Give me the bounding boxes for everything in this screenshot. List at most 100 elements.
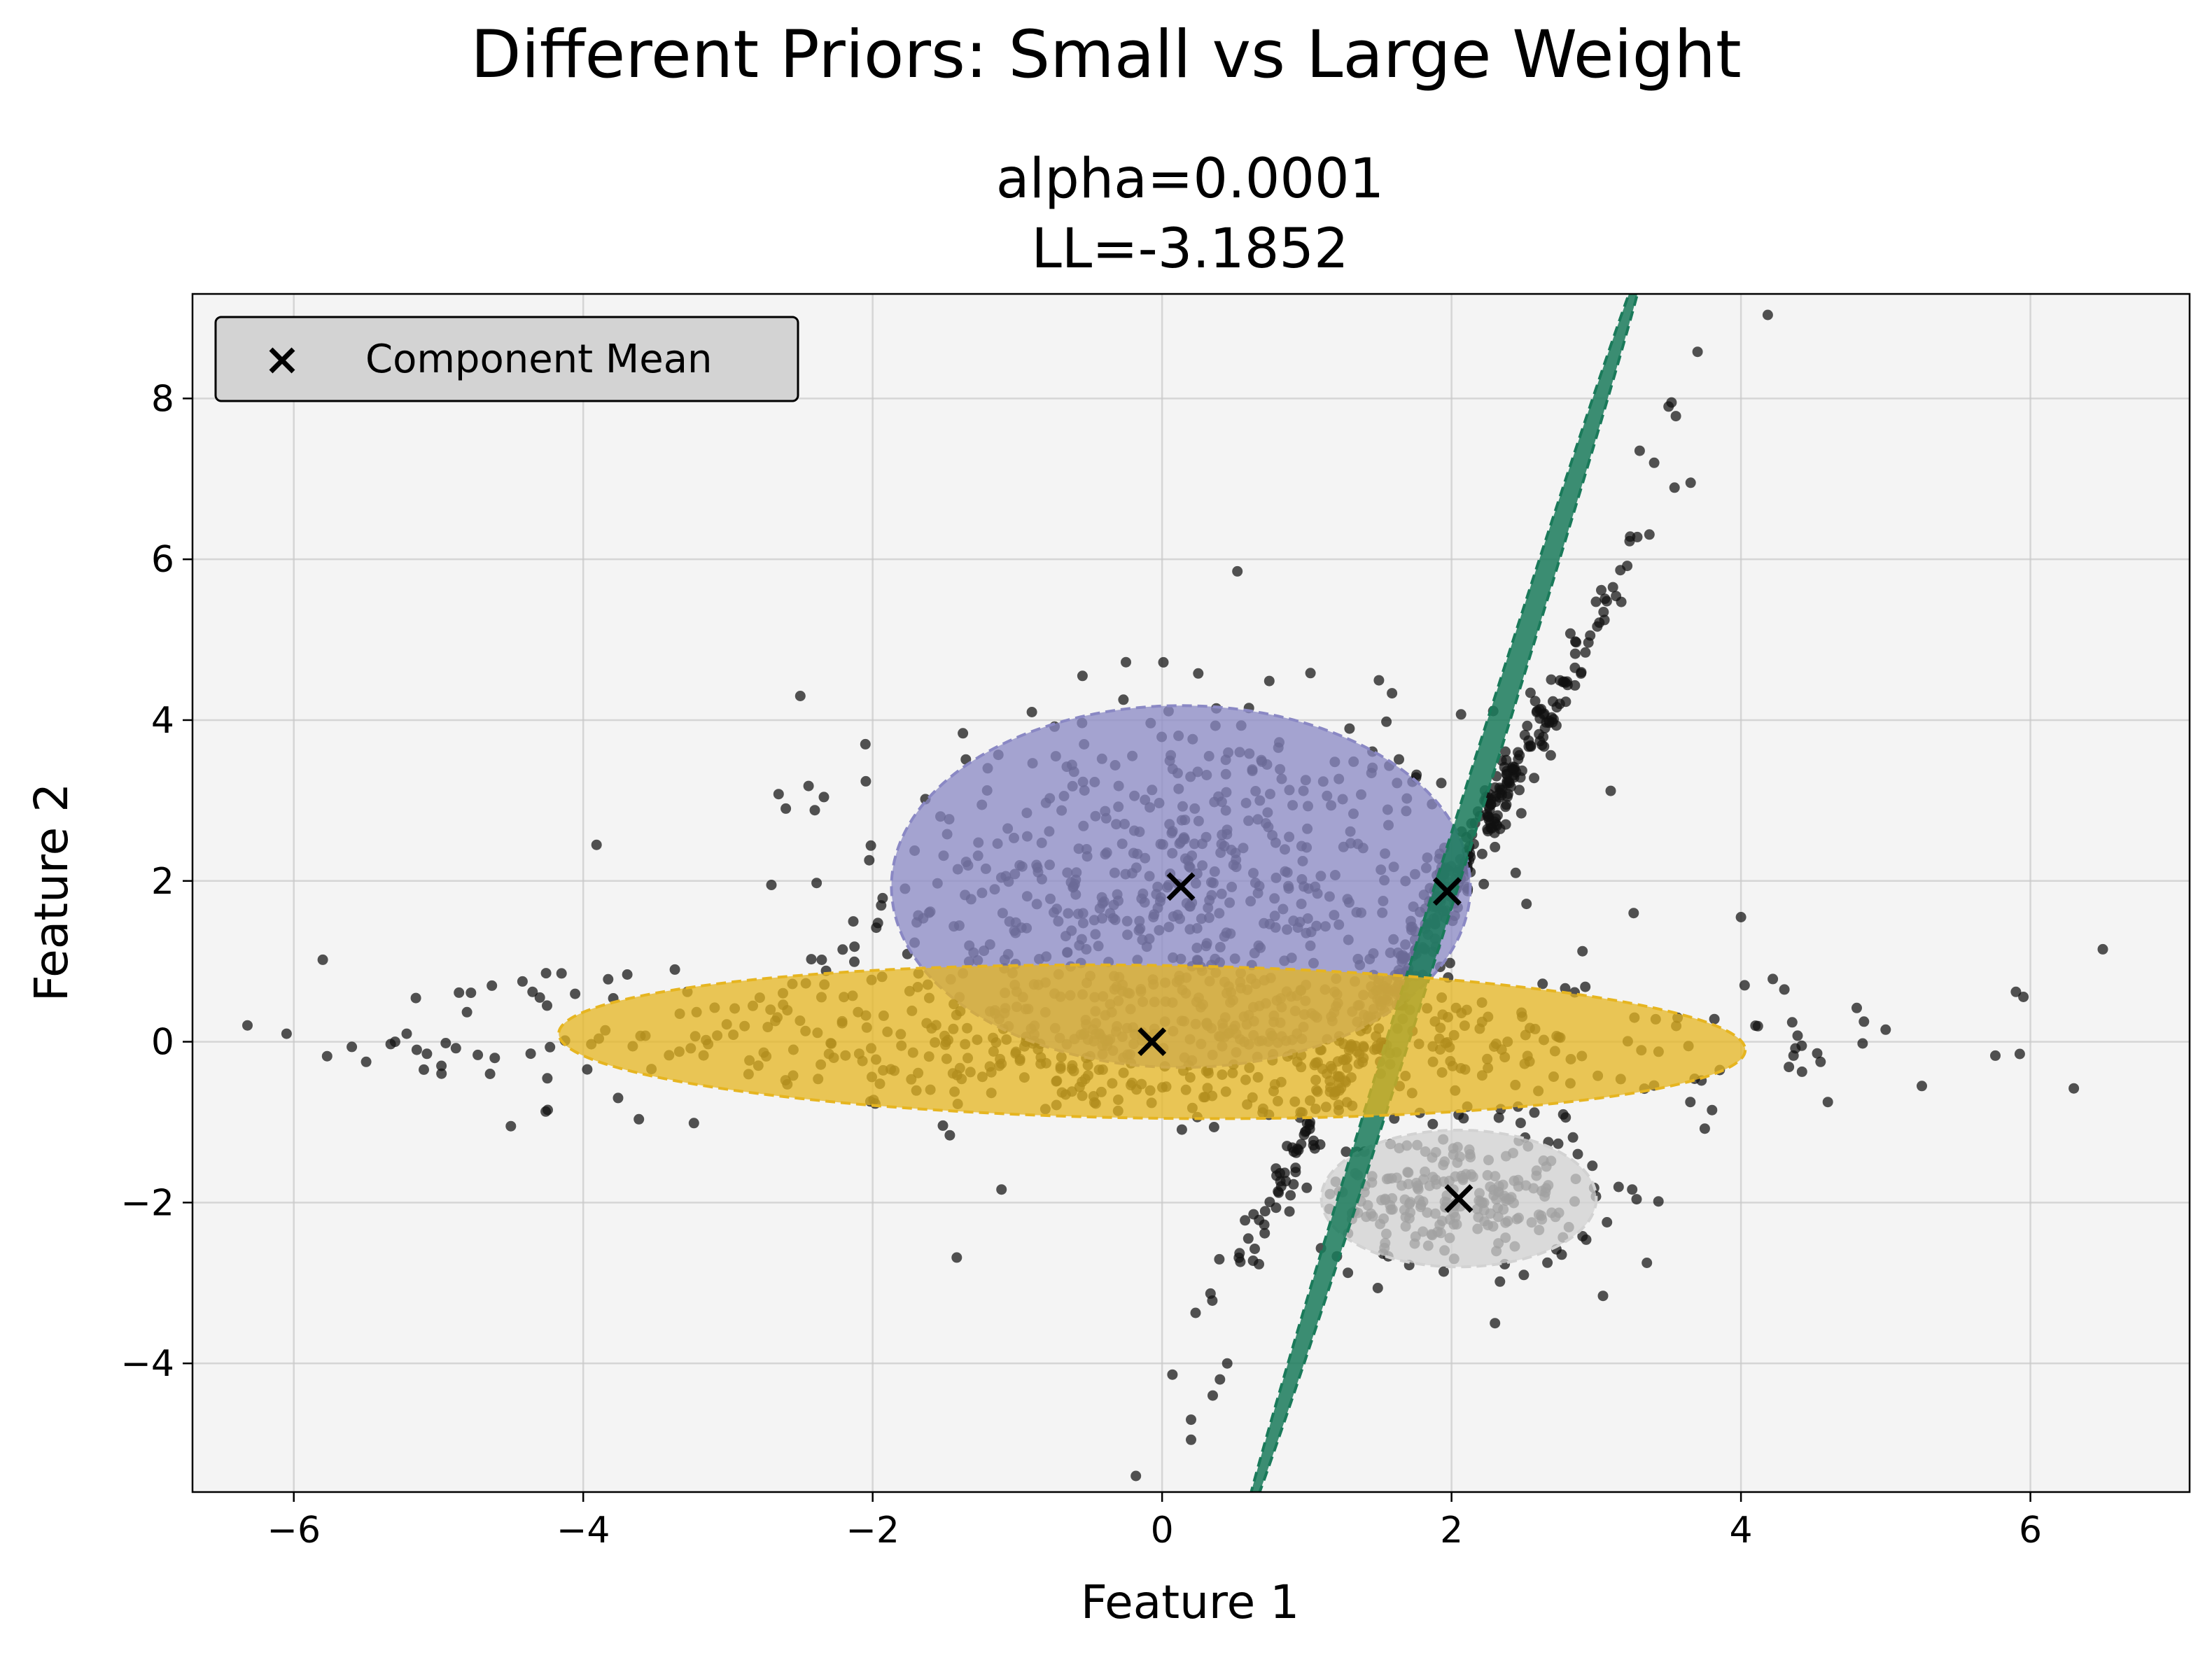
data-point	[1779, 984, 1790, 995]
data-point	[1529, 1107, 1540, 1118]
data-point	[1615, 565, 1626, 576]
data-point	[1653, 1196, 1664, 1207]
x-tick-label: 4	[1730, 1510, 1753, 1552]
data-point	[1493, 1112, 1504, 1123]
data-point	[1632, 531, 1643, 542]
data-point	[1792, 1030, 1803, 1041]
data-point	[634, 1113, 645, 1125]
legend-label: Component Mean	[365, 337, 713, 382]
data-point	[1381, 716, 1392, 727]
data-point	[1275, 1176, 1286, 1187]
data-point	[811, 878, 822, 889]
data-point	[1545, 750, 1556, 761]
data-point	[1233, 1252, 1245, 1263]
data-point	[1264, 675, 1275, 687]
data-point	[1547, 717, 1558, 728]
data-point	[1208, 1122, 1219, 1132]
data-point	[1340, 1146, 1352, 1158]
data-point	[1709, 1013, 1720, 1025]
data-point	[603, 973, 614, 985]
data-point	[1685, 477, 1696, 488]
data-point	[1553, 1138, 1564, 1149]
data-point	[1284, 1206, 1295, 1217]
data-point	[1300, 1126, 1310, 1137]
plot-area: −6 −4 −2 0 2 4 6 −4 −2 0 2 4 6 8 Component Mean	[120, 293, 2191, 1552]
mean-marker-stroke	[1444, 1184, 1474, 1214]
data-point	[1301, 1182, 1312, 1193]
y-tick-label: −4	[120, 1343, 174, 1385]
data-point	[1247, 1255, 1259, 1266]
data-point	[865, 840, 876, 851]
y-tick-label: 8	[151, 378, 174, 420]
data-point	[1642, 1258, 1653, 1268]
data-point	[545, 1041, 556, 1053]
data-point	[1580, 647, 1591, 658]
data-point	[242, 1020, 253, 1031]
x-tick-label: −4	[556, 1510, 610, 1552]
data-point	[849, 941, 860, 952]
data-point	[773, 789, 784, 800]
data-point	[1786, 1017, 1798, 1028]
data-point	[1521, 899, 1532, 910]
data-point	[1285, 1190, 1296, 1201]
data-point	[454, 987, 465, 998]
data-point	[1525, 687, 1536, 698]
data-point	[1290, 1167, 1301, 1178]
y-tick-label: 4	[151, 700, 174, 742]
data-point	[486, 980, 498, 991]
data-point	[360, 1056, 372, 1067]
x-axis-label: Feature 1	[1081, 1575, 1299, 1629]
data-point	[1815, 1056, 1826, 1067]
data-point	[317, 954, 328, 965]
data-point	[1542, 1257, 1553, 1268]
data-point	[2010, 986, 2022, 997]
data-point	[1699, 1123, 1710, 1134]
data-point	[1270, 1163, 1282, 1174]
data-point	[1564, 628, 1576, 639]
data-point	[1590, 596, 1602, 607]
data-point	[1510, 867, 1521, 878]
x-tick-label: −6	[267, 1510, 321, 1552]
data-point	[1158, 656, 1169, 668]
data-point	[1427, 1118, 1438, 1130]
data-point	[401, 1028, 412, 1039]
data-point	[1264, 1197, 1275, 1208]
data-point	[622, 969, 633, 980]
data-point	[346, 1041, 358, 1053]
data-point	[1605, 785, 1616, 796]
data-point	[1750, 1020, 1761, 1032]
data-point	[1490, 1318, 1501, 1329]
data-point	[1858, 1016, 1870, 1027]
data-point	[1592, 621, 1603, 632]
data-point	[461, 1006, 472, 1018]
data-point	[472, 1049, 484, 1060]
data-point	[1394, 754, 1404, 765]
data-point	[1572, 1148, 1583, 1160]
data-point	[669, 964, 680, 975]
data-point	[1669, 482, 1680, 493]
data-point	[1812, 1048, 1823, 1059]
data-point	[1176, 1124, 1187, 1135]
data-point	[1739, 980, 1750, 991]
data-point	[1516, 808, 1527, 819]
data-point	[1569, 662, 1581, 673]
data-point	[1118, 694, 1129, 705]
data-point	[1537, 978, 1548, 990]
data-point	[1917, 1081, 1927, 1092]
data-point	[484, 1069, 496, 1079]
data-point	[440, 1038, 451, 1048]
data-point	[1570, 636, 1581, 647]
data-point	[1387, 688, 1398, 699]
data-point	[389, 1036, 400, 1048]
data-point	[806, 954, 817, 965]
data-point	[1273, 1187, 1284, 1198]
data-point	[1492, 810, 1503, 821]
data-point	[818, 792, 830, 803]
data-point	[809, 805, 820, 816]
data-point	[1539, 723, 1550, 733]
data-point	[1193, 668, 1204, 679]
data-point	[1282, 1141, 1293, 1152]
data-point	[1214, 1374, 1226, 1385]
data-point	[1587, 1160, 1598, 1172]
data-point	[534, 992, 545, 1003]
